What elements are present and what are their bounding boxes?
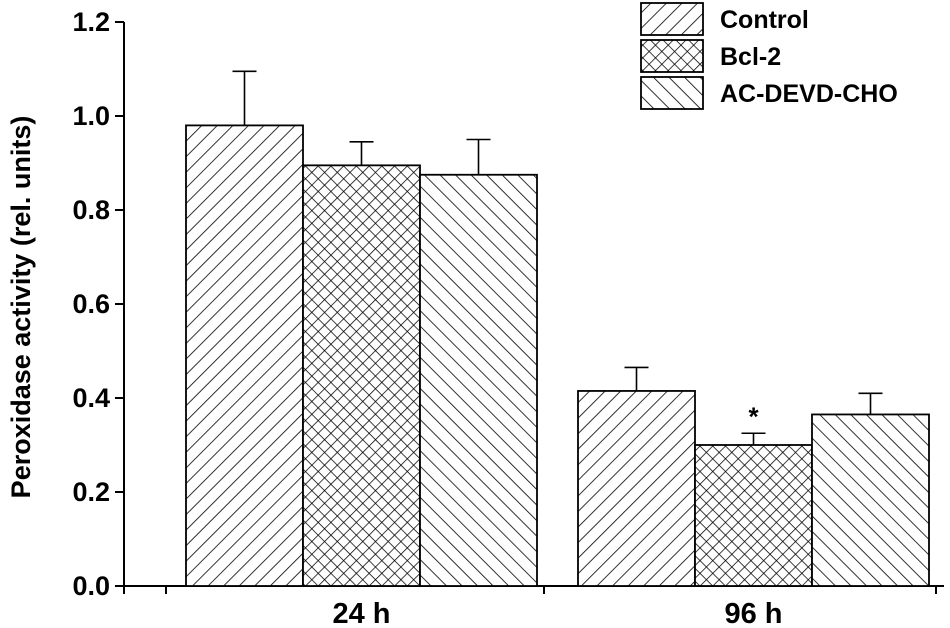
bar-ac-devd-cho: [811, 413, 930, 587]
y-tick-label: 0.4: [72, 383, 110, 413]
y-tick-label: 0.0: [72, 571, 110, 601]
y-tick-label: 0.6: [72, 289, 110, 319]
bar-control: [185, 124, 304, 587]
bar-bcl-2: [302, 164, 421, 587]
legend: Control Bcl-2 AC-DEVD-CHO: [640, 2, 898, 110]
legend-label: Bcl-2: [720, 43, 781, 71]
bar-bcl-2: [694, 444, 813, 587]
legend-swatch-bcl-2: [640, 39, 704, 73]
significance-marker: *: [748, 401, 759, 431]
y-tick-label: 1.0: [72, 101, 110, 131]
legend-swatch-ac-devd-cho: [640, 76, 704, 110]
legend-label: Control: [720, 6, 809, 34]
bar-ac-devd-cho: [419, 173, 538, 587]
y-tick-label: 1.2: [72, 7, 110, 37]
category-label: 24 h: [332, 598, 390, 628]
y-tick-label: 0.2: [72, 477, 110, 507]
bar-control: [577, 390, 696, 587]
x-axis: 24 h 96 h: [123, 585, 944, 628]
category-label: 96 h: [724, 598, 782, 628]
bar-series-group: *: [185, 70, 930, 587]
legend-label: AC-DEVD-CHO: [720, 80, 898, 108]
y-tick-label: 0.8: [72, 195, 110, 225]
legend-swatch-control: [640, 2, 704, 36]
y-axis: 0.0 0.2 0.4 0.6 0.8 1.0 1.2: [72, 7, 125, 601]
y-axis-title: Peroxidase activity (rel. units): [6, 116, 36, 499]
